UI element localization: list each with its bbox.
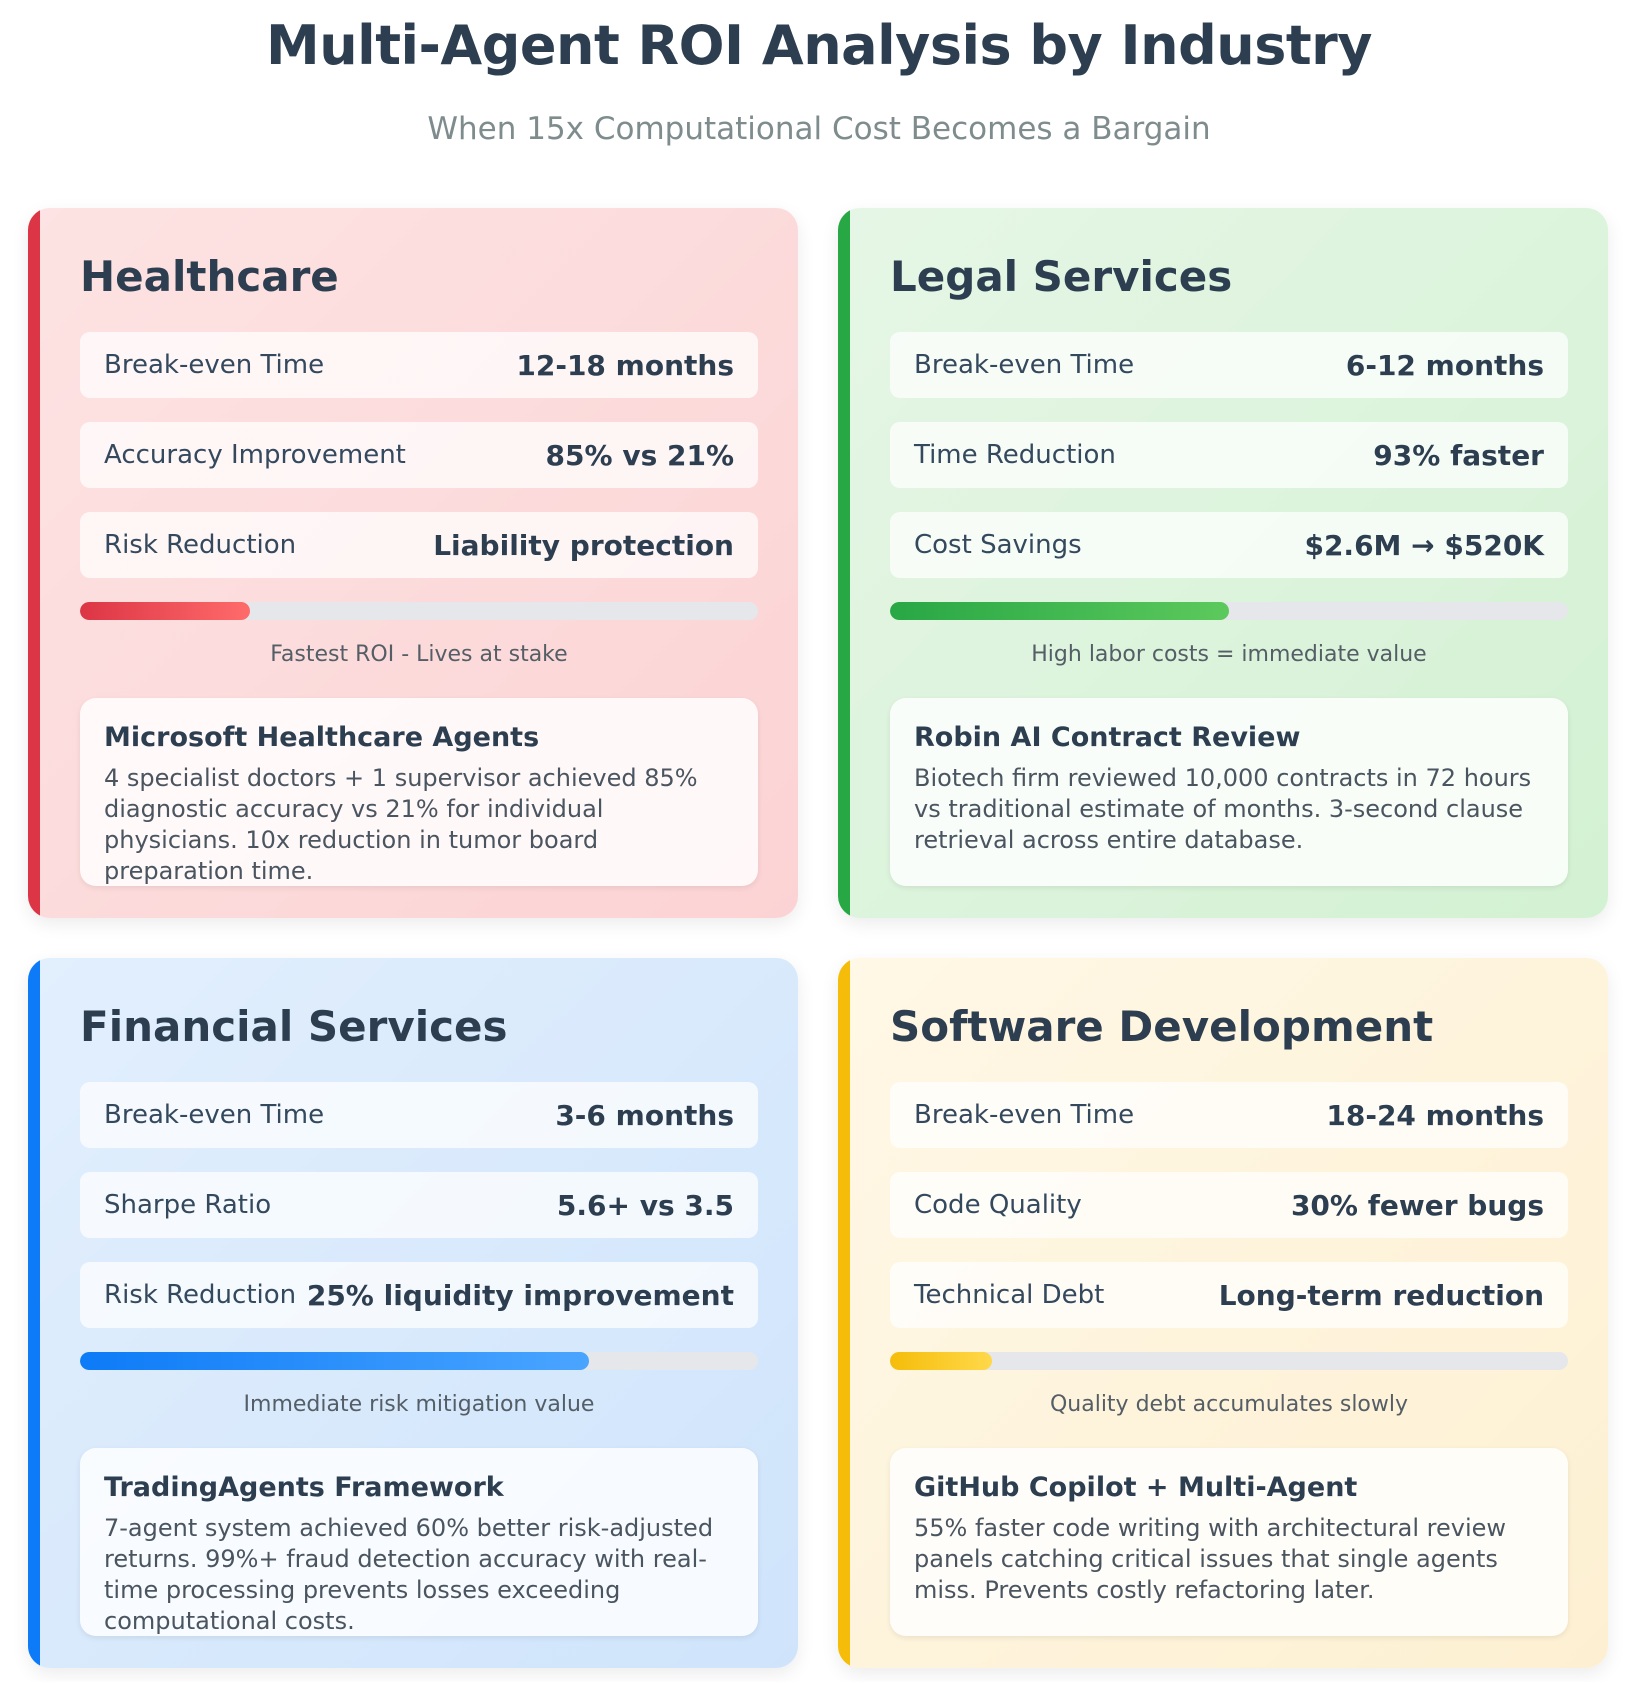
case-study-title: TradingAgents Framework — [104, 1472, 504, 1503]
case-study-box: Microsoft Healthcare Agents 4 specialist… — [80, 698, 758, 886]
metric-value: Long-term reduction — [1218, 1278, 1544, 1312]
metric-value: Liability protection — [433, 528, 734, 562]
metric-value: 3-6 months — [555, 1098, 734, 1132]
progress-caption: Fastest ROI - Lives at stake — [270, 642, 568, 667]
metric-label: Break-even Time — [914, 1100, 1135, 1130]
metric-row: Cost Savings $2.6M → $520K — [890, 512, 1568, 578]
metric-row: Risk Reduction Liability protection — [80, 512, 758, 578]
metric-label: Technical Debt — [914, 1280, 1105, 1310]
metric-row: Sharpe Ratio 5.6+ vs 3.5 — [80, 1172, 758, 1238]
progress-caption: High labor costs = immediate value — [1031, 642, 1427, 667]
card-title: Healthcare — [80, 252, 339, 301]
metric-row: Risk Reduction 25% liquidity improvement — [80, 1262, 758, 1328]
metric-label: Time Reduction — [914, 440, 1116, 470]
card-accent-bar — [28, 958, 40, 1668]
metric-row: Break-even Time 12-18 months — [80, 332, 758, 398]
card-accent-bar — [838, 208, 850, 918]
industry-card-financial: Financial Services Break-even Time 3-6 m… — [28, 958, 798, 1668]
metric-value: 6-12 months — [1345, 348, 1544, 382]
page-title: Multi-Agent ROI Analysis by Industry — [266, 14, 1372, 77]
industry-grid: Healthcare Break-even Time 12-18 months … — [28, 208, 1608, 1668]
metric-label: Risk Reduction — [104, 1280, 297, 1310]
metric-value: 93% faster — [1373, 438, 1544, 472]
case-study-box: GitHub Copilot + Multi-Agent 55% faster … — [890, 1448, 1568, 1636]
industry-card-software: Software Development Break-even Time 18-… — [838, 958, 1608, 1668]
metric-row: Technical Debt Long-term reduction — [890, 1262, 1568, 1328]
roi-progress-bar — [80, 602, 758, 620]
card-accent-bar — [838, 958, 850, 1668]
metric-label: Break-even Time — [104, 350, 325, 380]
metric-label: Break-even Time — [914, 350, 1135, 380]
roi-progress-bar — [890, 1352, 1568, 1370]
metric-row: Break-even Time 18-24 months — [890, 1082, 1568, 1148]
case-study-title: Robin AI Contract Review — [914, 722, 1301, 753]
roi-progress-bar — [80, 1352, 758, 1370]
card-title: Legal Services — [890, 252, 1233, 301]
case-study-box: Robin AI Contract Review Biotech firm re… — [890, 698, 1568, 886]
card-title: Financial Services — [80, 1002, 508, 1051]
page-subtitle: When 15x Computational Cost Becomes a Ba… — [427, 111, 1211, 147]
metric-label: Risk Reduction — [104, 530, 297, 560]
case-study-text: 55% faster code writing with architectur… — [914, 1514, 1507, 1604]
metric-row: Code Quality 30% fewer bugs — [890, 1172, 1568, 1238]
case-study-text: 4 specialist doctors + 1 supervisor achi… — [104, 764, 698, 885]
metric-row: Break-even Time 3-6 months — [80, 1082, 758, 1148]
metric-value: 30% fewer bugs — [1290, 1188, 1544, 1222]
case-study-text: Biotech firm reviewed 10,000 contracts i… — [914, 764, 1532, 854]
case-study-box: TradingAgents Framework 7-agent system a… — [80, 1448, 758, 1636]
industry-card-legal: Legal Services Break-even Time 6-12 mont… — [838, 208, 1608, 918]
metric-value: $2.6M → $520K — [1304, 528, 1544, 562]
case-study-title: GitHub Copilot + Multi-Agent — [914, 1472, 1358, 1503]
metric-value: 25% liquidity improvement — [306, 1278, 734, 1312]
metric-value: 5.6+ vs 3.5 — [556, 1188, 734, 1222]
metric-label: Cost Savings — [914, 530, 1082, 560]
metric-row: Accuracy Improvement 85% vs 21% — [80, 422, 758, 488]
roi-progress-fill — [80, 1352, 589, 1370]
roi-progress-fill — [80, 602, 250, 620]
metric-value: 12-18 months — [516, 348, 734, 382]
metric-label: Sharpe Ratio — [104, 1190, 272, 1220]
metric-label: Break-even Time — [104, 1100, 325, 1130]
card-title: Software Development — [890, 1002, 1434, 1051]
progress-caption: Immediate risk mitigation value — [243, 1392, 595, 1417]
roi-progress-fill — [890, 602, 1229, 620]
roi-progress-bar — [890, 602, 1568, 620]
progress-caption: Quality debt accumulates slowly — [1049, 1392, 1409, 1417]
card-accent-bar — [28, 208, 40, 918]
metric-label: Accuracy Improvement — [104, 440, 406, 470]
case-study-text: 7-agent system achieved 60% better risk-… — [104, 1514, 714, 1635]
metric-row: Time Reduction 93% faster — [890, 422, 1568, 488]
case-study-title: Microsoft Healthcare Agents — [104, 722, 540, 753]
metric-row: Break-even Time 6-12 months — [890, 332, 1568, 398]
metric-value: 85% vs 21% — [545, 438, 734, 472]
industry-card-healthcare: Healthcare Break-even Time 12-18 months … — [28, 208, 798, 918]
metric-label: Code Quality — [914, 1190, 1082, 1220]
roi-progress-fill — [890, 1352, 992, 1370]
metric-value: 18-24 months — [1326, 1098, 1544, 1132]
